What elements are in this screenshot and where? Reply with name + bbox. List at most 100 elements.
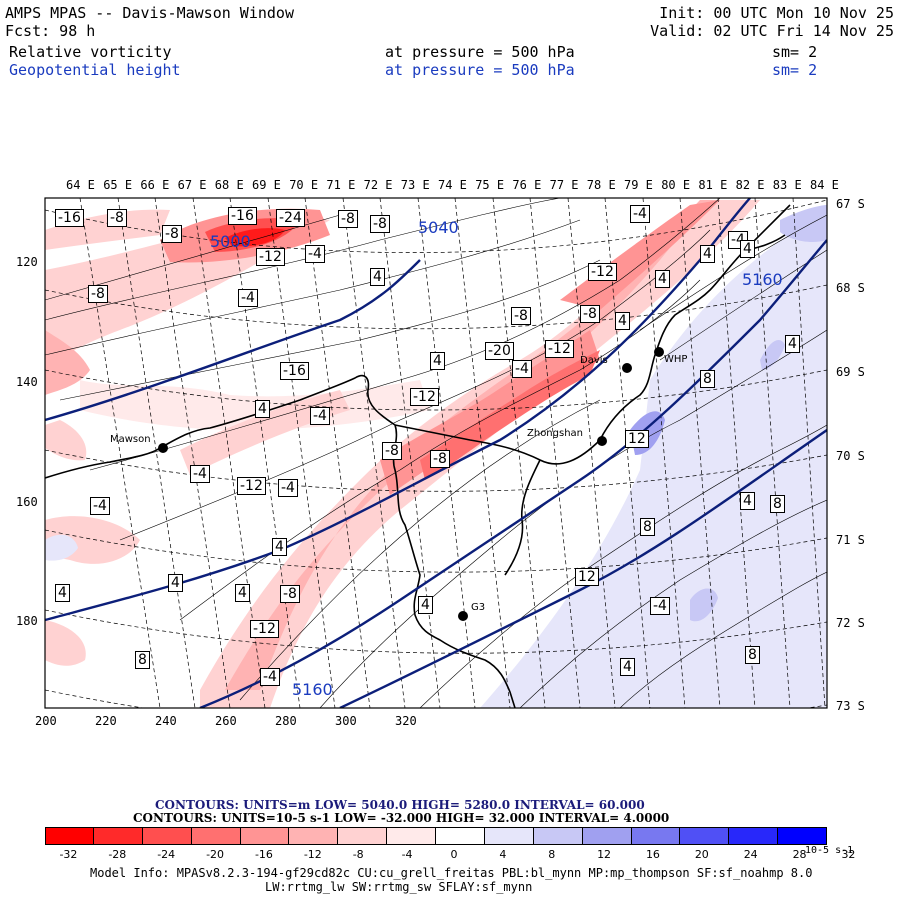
contours-vorticity-info: CONTOURS: UNITS=10-5 s-1 LOW= -32.000 HI… — [133, 811, 670, 825]
vorticity-contour-label: -12 — [237, 477, 266, 495]
vorticity-contour-label: -8 — [107, 209, 127, 227]
top-axis-tick: 74 E — [438, 178, 467, 192]
right-axis-tick: 68 S — [836, 281, 865, 295]
top-axis-tick: 81 E — [698, 178, 728, 192]
vorticity-contour-label: -4 — [260, 668, 280, 686]
vorticity-contour-label: -12 — [545, 340, 574, 358]
vorticity-contour-label: -20 — [485, 342, 514, 360]
forecast-hour: Fcst: 98 h — [5, 22, 96, 40]
bottom-axis-tick: 320 — [395, 714, 417, 728]
station-label: Zhongshan — [527, 428, 584, 439]
colorbar-tick: 16 — [645, 848, 660, 861]
field2-smooth: sm= 2 — [772, 61, 818, 79]
top-axis-tick: 83 E — [772, 178, 802, 192]
vorticity-contour-label: 4 — [700, 245, 715, 263]
vorticity-contour-label: 4 — [740, 240, 755, 258]
colorbar-tick: -8 — [352, 848, 364, 861]
colorbar-segment — [631, 827, 681, 845]
top-axis-tick: 72 E — [363, 178, 393, 192]
vorticity-contour-label: -16 — [280, 362, 309, 380]
vorticity-contour-label: -8 — [338, 210, 358, 228]
colorbar-tick: -4 — [401, 848, 413, 861]
latlon-grid — [45, 198, 827, 708]
field1-smooth: sm= 2 — [772, 43, 818, 61]
height-contour-label: 5160 — [742, 270, 783, 289]
vorticity-contour-label: 12 — [625, 430, 649, 448]
colorbar-tick: -24 — [157, 848, 176, 861]
top-axis-tick: 82 E — [735, 178, 765, 192]
height-contour-label: 5160 — [292, 680, 333, 699]
field2-pressure: at pressure = 500 hPa — [385, 61, 575, 79]
colorbar-segment — [582, 827, 632, 845]
top-axis-tick: 79 E — [624, 178, 653, 192]
colorbar-tick: 24 — [743, 848, 758, 861]
station-label: Mawson — [110, 434, 151, 445]
vorticity-contour-label: 4 — [255, 400, 270, 418]
vorticity-contour-label: -4 — [305, 245, 325, 263]
left-axis-tick: 160 — [16, 495, 38, 509]
vorticity-contour-label: -12 — [588, 263, 617, 281]
vorticity-contour-label: -12 — [256, 248, 285, 266]
left-axis-tick: 120 — [16, 255, 38, 269]
colorbar-segment — [387, 827, 436, 845]
station-label: G3 — [471, 602, 486, 613]
colorbar-segment — [338, 827, 388, 845]
map-title: AMPS MPAS -- Davis-Mawson Window — [5, 4, 294, 22]
colorbar-tick: -20 — [206, 848, 225, 861]
colorbar-unit: 10-5 s-1 — [805, 845, 854, 856]
vorticity-contour-label: 4 — [620, 658, 635, 676]
station-marker — [458, 611, 468, 621]
vorticity-contour-label: -8 — [370, 215, 390, 233]
colorbar-tick: -16 — [254, 848, 273, 861]
colorbar-tick: 32 — [841, 848, 856, 861]
colorbar-frame — [45, 827, 827, 845]
bottom-axis-tick: 300 — [335, 714, 357, 728]
vorticity-contour-label: -4 — [630, 205, 650, 223]
top-axis-tick: 69 E — [252, 178, 281, 192]
vorticity-contour-label: 4 — [168, 574, 183, 592]
vorticity-contour-label: 8 — [745, 646, 760, 664]
colorbar-tick: -12 — [303, 848, 322, 861]
bottom-axis-tick: 240 — [155, 714, 177, 728]
init-time: Init: 00 UTC Mon 10 Nov 25 — [659, 4, 894, 22]
bottom-axis-tick: 200 — [35, 714, 57, 728]
vorticity-contour-label: -8 — [580, 305, 600, 323]
vorticity-contour-label: 4 — [740, 492, 755, 510]
vorticity-contour-label: -8 — [162, 225, 182, 243]
right-axis-tick: 69 S — [836, 365, 865, 379]
top-axis-tick: 66 E — [140, 178, 170, 192]
colorbar-segment — [289, 827, 339, 845]
vorticity-contour-label: -12 — [410, 388, 439, 406]
left-axis-tick: 140 — [16, 375, 38, 389]
top-axis-tick: 77 E — [549, 178, 579, 192]
colorbar-segment — [680, 827, 730, 845]
valid-time: Valid: 02 UTC Fri 14 Nov 25 — [650, 22, 894, 40]
colorbar-tick: 0 — [450, 848, 458, 861]
height-contour-label: 5000 — [210, 232, 251, 251]
right-axis-tick: 71 S — [836, 533, 865, 547]
coastline — [45, 204, 791, 708]
vorticity-contour-label: -4 — [310, 407, 330, 425]
field2-name: Geopotential height — [9, 61, 181, 79]
top-axis-tick: 75 E — [475, 178, 505, 192]
colorbar-segment — [240, 827, 290, 845]
height-contour-label: 5040 — [418, 218, 459, 237]
colorbar-tick: 28 — [792, 848, 807, 861]
field1-pressure: at pressure = 500 hPa — [385, 43, 575, 61]
vorticity-contour-label: 4 — [55, 584, 70, 602]
station-label: Davis — [580, 355, 608, 366]
vorticity-contour-label: 8 — [700, 370, 715, 388]
station-marker — [622, 363, 632, 373]
colorbar-tick: 12 — [597, 848, 612, 861]
vorticity-contour-label: -4 — [190, 465, 210, 483]
right-axis-tick: 72 S — [836, 616, 865, 630]
vorticity-contour-label: 4 — [272, 538, 287, 556]
top-axis-tick: 71 E — [326, 178, 356, 192]
vorticity-contour-label: -8 — [88, 285, 108, 303]
colorbar-segment — [45, 827, 94, 845]
colorbar-segment — [436, 827, 485, 845]
top-axis-tick: 64 E — [66, 178, 95, 192]
height-contour-label: 5100 — [500, 440, 503, 441]
colorbar-segment — [484, 827, 534, 845]
